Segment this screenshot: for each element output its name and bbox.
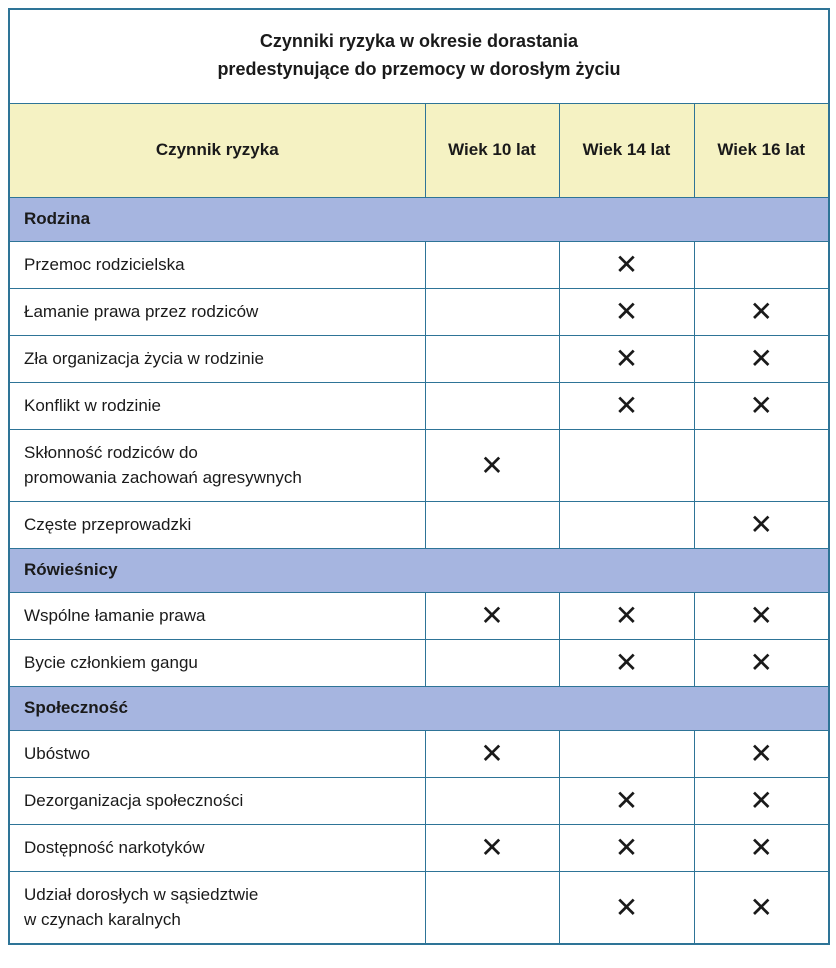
x-mark: ✕ [424,591,560,640]
table-row: Bycie członkiem gangu ✕ ✕ [8,638,830,687]
column-header-age-14: Wiek 14 lat [558,102,695,198]
section-row-3: Społeczność [8,685,830,731]
column-header-factor: Czynnik ryzyka [8,102,426,198]
table-row: Wspólne łamanie prawa ✕ ✕ ✕ [8,591,830,640]
empty-mark-cell [424,287,560,336]
factor-label: Konflikt w rodzinie [8,381,426,430]
table-row: Dezorganizacja społeczności ✕ ✕ [8,776,830,825]
x-mark: ✕ [558,240,695,289]
factor-label: Wspólne łamanie prawa [8,591,426,640]
factor-label: Skłonność rodziców do promowania zachowań… [8,428,426,502]
table-title-line1: Czynniki ryzyka w okresie dorastania [259,31,579,52]
table-row: Zła organizacja życia w rodzinie ✕ ✕ [8,334,830,383]
x-mark: ✕ [693,500,830,549]
x-mark: ✕ [558,287,695,336]
x-mark: ✕ [558,870,695,944]
section-header-label: Społeczność [8,685,830,731]
factor-label: Łamanie prawa przez rodziców [8,287,426,336]
x-mark: ✕ [693,823,830,872]
empty-mark-cell [558,500,695,549]
empty-mark-cell [424,334,560,383]
x-mark: ✕ [693,591,830,640]
empty-mark-cell [693,428,830,502]
section-header-label: Rówieśnicy [8,547,830,593]
x-mark: ✕ [424,823,560,872]
column-header-age-10: Wiek 10 lat [424,102,560,198]
x-mark: ✕ [558,591,695,640]
factor-label: Ubóstwo [8,729,426,778]
factor-label: Dezorganizacja społeczności [8,776,426,825]
empty-mark-cell [693,240,830,289]
empty-mark-cell [424,870,560,944]
x-mark: ✕ [558,381,695,430]
table-title: Czynniki ryzyka w okresie dorastania pre… [8,8,830,104]
empty-mark-cell [558,729,695,778]
factor-label: Zła organizacja życia w rodzinie [8,334,426,383]
empty-mark-cell [424,776,560,825]
empty-mark-cell [424,500,560,549]
table-row: Udział dorosłych w sąsiedztwie w czynach … [8,870,830,944]
empty-mark-cell [558,428,695,502]
factor-label: Przemoc rodzicielska [8,240,426,289]
table-row: Ubóstwo ✕ ✕ [8,729,830,778]
table-row: Łamanie prawa przez rodziców ✕ ✕ [8,287,830,336]
factor-label: Udział dorosłych w sąsiedztwie w czynach … [8,870,426,944]
empty-mark-cell [424,638,560,687]
x-mark: ✕ [558,776,695,825]
table-row: Konflikt w rodzinie ✕ ✕ [8,381,830,430]
x-mark: ✕ [558,638,695,687]
x-mark: ✕ [424,428,560,502]
title-row: Czynniki ryzyka w okresie dorastania pre… [8,8,830,104]
empty-mark-cell [424,240,560,289]
factor-label: Częste przeprowadzki [8,500,426,549]
table-title-line2: predestynujące do przemocy w dorosłym ży… [217,59,621,80]
x-mark: ✕ [424,729,560,778]
x-mark: ✕ [693,729,830,778]
x-mark: ✕ [693,334,830,383]
table-row: Przemoc rodzicielska ✕ [8,240,830,289]
factor-label: Bycie członkiem gangu [8,638,426,687]
x-mark: ✕ [558,823,695,872]
section-row-1: Rodzina [8,196,830,242]
x-mark: ✕ [693,381,830,430]
x-mark: ✕ [693,287,830,336]
risk-factors-table: Czynniki ryzyka w okresie dorastania pre… [8,8,830,945]
column-header-age-16: Wiek 16 lat [693,102,830,198]
section-header-label: Rodzina [8,196,830,242]
section-row-2: Rówieśnicy [8,547,830,593]
x-mark: ✕ [693,638,830,687]
column-header-row: Czynnik ryzyka Wiek 10 lat Wiek 14 lat W… [8,102,830,198]
table-row: Dostępność narkotyków ✕ ✕ ✕ [8,823,830,872]
x-mark: ✕ [693,776,830,825]
table-row: Skłonność rodziców do promowania zachowań… [8,428,830,502]
empty-mark-cell [424,381,560,430]
x-mark: ✕ [558,334,695,383]
factor-label: Dostępność narkotyków [8,823,426,872]
x-mark: ✕ [693,870,830,944]
table-row: Częste przeprowadzki ✕ [8,500,830,549]
